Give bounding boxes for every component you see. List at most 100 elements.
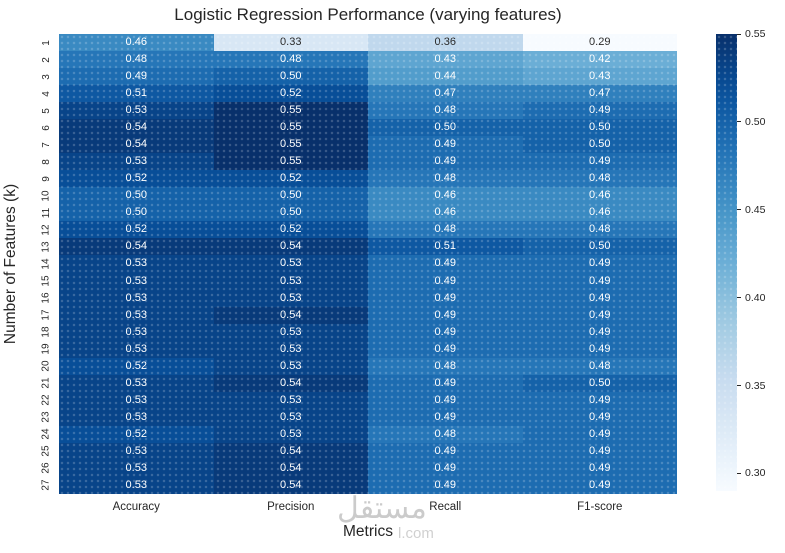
y-axis-label-text: Number of Features (k) xyxy=(2,183,19,345)
heatmap-cell: 0.43 xyxy=(522,68,677,86)
y-tick-label: 17 xyxy=(41,309,52,321)
heatmap-cell: 0.53 xyxy=(213,425,368,443)
heatmap-cell: 0.49 xyxy=(522,442,677,460)
y-tick-label: 14 xyxy=(41,258,52,270)
colorbar-tick-label: 0.35 xyxy=(745,379,766,392)
x-tick-labels: Accuracy Precision Recall F1-score xyxy=(59,501,677,516)
heatmap-cell: 0.36 xyxy=(368,34,523,52)
heatmap-cell: 0.53 xyxy=(59,153,214,171)
heatmap-cell: 0.33 xyxy=(213,34,368,52)
heatmap-cell: 0.49 xyxy=(522,289,677,307)
watermark-latin-text: l.com xyxy=(398,525,434,542)
heatmap-cell: 0.49 xyxy=(522,391,677,409)
heatmap-cell: 0.52 xyxy=(213,85,368,103)
x-tick-label: Recall xyxy=(429,501,462,513)
heatmap-cell: 0.49 xyxy=(522,272,677,290)
colorbar xyxy=(716,34,737,491)
x-tick-label: Accuracy xyxy=(112,501,160,513)
heatmap-cell: 0.53 xyxy=(59,374,214,392)
heatmap-cell: 0.49 xyxy=(368,459,523,477)
heatmap-cell: 0.52 xyxy=(213,221,368,239)
y-tick-label: 9 xyxy=(41,175,52,182)
y-tick-label: 7 xyxy=(41,141,52,148)
heatmap-cell: 0.54 xyxy=(213,442,368,460)
heatmap-cell: 0.55 xyxy=(213,102,368,120)
x-tick-label: F1-score xyxy=(577,501,623,513)
heatmap-cell: 0.53 xyxy=(59,323,214,341)
heatmap-cell: 0.46 xyxy=(59,34,214,52)
heatmap-cell: 0.54 xyxy=(59,238,214,256)
heatmap-cell: 0.50 xyxy=(522,374,677,392)
y-tick-label: 23 xyxy=(41,411,52,423)
heatmap-cell: 0.48 xyxy=(368,221,523,239)
heatmap-cell: 0.54 xyxy=(59,119,214,137)
heatmap-cell: 0.52 xyxy=(59,425,214,443)
heatmap-cell: 0.49 xyxy=(368,306,523,324)
heatmap-cell: 0.54 xyxy=(213,374,368,392)
y-tick-label: 20 xyxy=(41,360,52,372)
y-tick-label: 1 xyxy=(41,39,52,46)
heatmap-cell: 0.53 xyxy=(59,306,214,324)
heatmap-cell: 0.50 xyxy=(522,119,677,137)
y-tick-label: 11 xyxy=(40,207,52,219)
heatmap-cell: 0.53 xyxy=(59,476,214,494)
heatmap-cell: 0.50 xyxy=(368,119,523,137)
heatmap-cell: 0.52 xyxy=(213,170,368,188)
y-tick-label: 22 xyxy=(41,394,52,406)
heatmap-cell: 0.53 xyxy=(213,289,368,307)
heatmap-cell: 0.49 xyxy=(368,374,523,392)
heatmap-cell: 0.42 xyxy=(522,51,677,69)
colorbar-tick-mark xyxy=(737,297,741,299)
y-tick-labels: 1 2 3 4 5 6 7 8 9 10 11 12 13 14 15 16 17 18 19 20 21 22 23 24 2… xyxy=(38,34,56,494)
heatmap-cell: 0.53 xyxy=(213,272,368,290)
y-tick-label: 8 xyxy=(41,158,52,165)
x-axis-label: Metrics xyxy=(343,523,393,540)
y-tick-label: 24 xyxy=(41,428,52,440)
heatmap-cell: 0.54 xyxy=(213,459,368,477)
heatmap-cell: 0.53 xyxy=(213,357,368,375)
heatmap-cell: 0.53 xyxy=(213,323,368,341)
heatmap-cell: 0.49 xyxy=(522,459,677,477)
chart-title: Logistic Regression Performance (varying… xyxy=(174,5,562,24)
heatmap-cell: 0.53 xyxy=(59,272,214,290)
heatmap-cell: 0.49 xyxy=(368,289,523,307)
heatmap-cell: 0.54 xyxy=(213,238,368,256)
heatmap-cell: 0.50 xyxy=(59,187,214,205)
heatmap-cell: 0.50 xyxy=(59,204,214,222)
heatmap-cell: 0.53 xyxy=(59,289,214,307)
heatmap-cell: 0.49 xyxy=(522,102,677,120)
heatmap-cell: 0.49 xyxy=(59,68,214,86)
heatmap-cell: 0.48 xyxy=(213,51,368,69)
y-tick-label: 5 xyxy=(41,107,52,114)
heatmap-cell: 0.46 xyxy=(368,204,523,222)
heatmap-cell: 0.49 xyxy=(522,323,677,341)
heatmap-cell: 0.48 xyxy=(522,221,677,239)
y-tick-label: 15 xyxy=(41,275,52,287)
heatmap-cell: 0.48 xyxy=(522,357,677,375)
x-tick-label: Precision xyxy=(267,501,315,513)
heatmap-cell: 0.49 xyxy=(368,408,523,426)
heatmap-cell: 0.50 xyxy=(522,136,677,154)
heatmap-cell: 0.49 xyxy=(522,153,677,171)
heatmap-cell: 0.48 xyxy=(368,357,523,375)
heatmap-cell: 0.43 xyxy=(368,51,523,69)
heatmap-cell: 0.49 xyxy=(522,425,677,443)
colorbar-tick-label: 0.55 xyxy=(745,28,766,40)
heatmap-cell: 0.46 xyxy=(522,187,677,205)
y-tick-label: 6 xyxy=(41,124,52,131)
heatmap-cell: 0.50 xyxy=(522,238,677,256)
heatmap-cell: 0.50 xyxy=(213,187,368,205)
heatmap-cell: 0.49 xyxy=(368,340,523,358)
heatmap-cell: 0.48 xyxy=(59,51,214,69)
heatmap-cell: 0.49 xyxy=(368,136,523,154)
heatmap-cell: 0.49 xyxy=(522,408,677,426)
y-tick-label: 2 xyxy=(41,56,52,63)
watermark-arabic-text: مستقل xyxy=(337,492,427,525)
heatmap-cell: 0.52 xyxy=(59,357,214,375)
heatmap-cell: 0.49 xyxy=(368,442,523,460)
heatmap-cell: 0.49 xyxy=(522,255,677,273)
heatmap-cell: 0.49 xyxy=(368,476,523,494)
heatmap-cell: 0.49 xyxy=(522,306,677,324)
heatmap-cell: 0.50 xyxy=(213,204,368,222)
